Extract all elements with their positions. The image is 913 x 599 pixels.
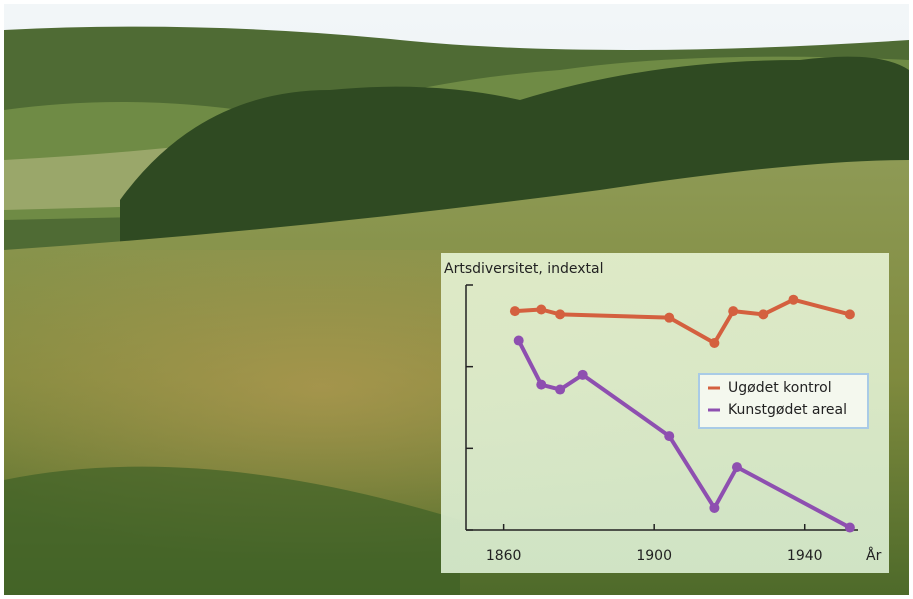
point <box>536 304 547 315</box>
y-axis-label: Artsdiversitet, indextal <box>444 261 603 277</box>
legend <box>698 373 869 429</box>
point <box>788 294 799 305</box>
point <box>509 306 520 317</box>
legend-label: Kunstgødet areal <box>728 402 847 418</box>
point <box>577 369 588 380</box>
point <box>664 431 675 442</box>
point <box>664 312 675 323</box>
point <box>709 502 720 513</box>
x-axis-label: År <box>866 547 882 564</box>
legend-label: Ugødet kontrol <box>728 380 832 396</box>
point <box>536 379 547 390</box>
point <box>844 522 855 533</box>
point <box>709 337 720 348</box>
point <box>758 309 769 320</box>
point <box>844 309 855 320</box>
point <box>555 384 566 395</box>
x-tick-label: 1860 <box>486 548 522 564</box>
point <box>555 309 566 320</box>
x-tick-label: 1940 <box>787 548 823 564</box>
point <box>728 306 739 317</box>
point <box>513 335 524 346</box>
x-tick-label: 1900 <box>636 548 672 564</box>
point <box>731 462 742 473</box>
